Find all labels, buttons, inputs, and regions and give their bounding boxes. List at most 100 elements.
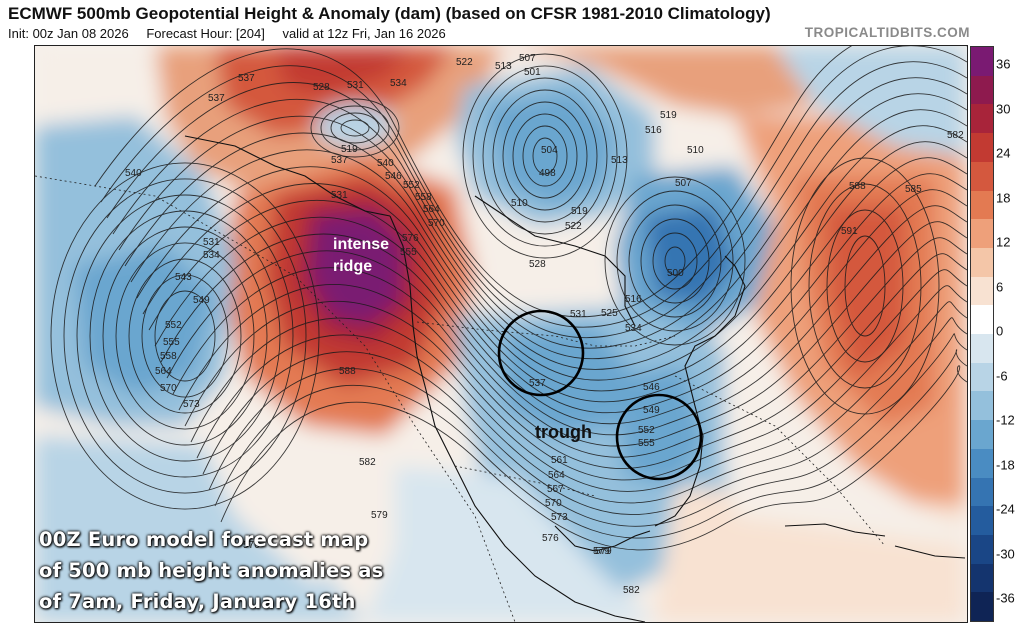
contour-label: 564: [423, 204, 440, 215]
contour-label: 500: [667, 268, 684, 279]
contour-label: 552: [165, 320, 182, 331]
colorbar-swatch: [971, 391, 993, 421]
contour-label: 573: [183, 399, 200, 410]
contour-label: 537: [529, 378, 546, 389]
colorbar-tick-label: -24: [996, 501, 1015, 517]
contour-label: 567: [547, 484, 564, 495]
contour-label: 504: [541, 145, 558, 156]
contour-label: 564: [548, 470, 565, 481]
colorbar-swatch: [971, 448, 993, 478]
contour-label: 579: [371, 510, 388, 521]
caption-line3: of 7am, Friday, January 16th: [39, 590, 356, 613]
contour-label: 570: [428, 218, 445, 229]
colorbar-tick-label: 36: [996, 56, 1011, 72]
anomaly-colorbar: [970, 46, 994, 622]
anomaly-map: 537 537 528 531 534 519 522 513 507 501 516 519 510 5…: [34, 45, 968, 623]
contour-label: 570: [160, 383, 177, 394]
contour-label: 546: [385, 171, 402, 182]
contour-label: 522: [456, 57, 473, 68]
contour-label: 564: [155, 366, 172, 377]
contour-label: 579: [593, 546, 610, 557]
caption-line2: of 500 mb height anomalies as: [39, 559, 384, 582]
site-brand: TROPICALTIDBITS.COM: [804, 25, 970, 40]
contour-label: 573: [551, 512, 568, 523]
contour-label: 552: [638, 425, 655, 436]
contour-label: 540: [377, 158, 394, 169]
contour-label: 555: [400, 247, 417, 258]
contour-label: 582: [947, 130, 964, 141]
colorbar-swatch: [971, 104, 993, 134]
colorbar-swatch: [971, 276, 993, 306]
colorbar-swatch: [971, 534, 993, 564]
contour-label: 531: [570, 309, 587, 320]
colorbar-tick-labels: 36 30 24 18 12 6 0 -6 -12 -18 -24 -30 -36: [996, 46, 1024, 620]
contour-label: 585: [905, 184, 922, 195]
forecast-hour: Forecast Hour: [204]: [146, 26, 265, 41]
contour-label: 558: [415, 192, 432, 203]
caption-line1: 00Z Euro model forecast map: [39, 528, 369, 551]
map-canvas: 537 537 528 531 534 519 522 513 507 501 516 519 510 5…: [35, 46, 967, 622]
contour-label: 588: [339, 366, 356, 377]
ridge-label-line2: ridge: [333, 258, 373, 275]
colorbar-swatch: [971, 563, 993, 593]
colorbar-tick-label: -36: [996, 590, 1015, 606]
contour-label: 507: [675, 178, 692, 189]
contour-label: 549: [193, 295, 210, 306]
contour-label: 558: [160, 351, 177, 362]
contour-label: 528: [313, 82, 330, 93]
colorbar-tick-label: 24: [996, 145, 1011, 161]
contour-label: 588: [849, 181, 866, 192]
contour-label: 513: [611, 155, 628, 166]
colorbar-swatch: [971, 420, 993, 449]
init-time: Init: 00z Jan 08 2026: [8, 26, 129, 41]
contour-label: 534: [203, 250, 220, 261]
colorbar-swatch: [971, 161, 993, 191]
contour-label: 576: [243, 540, 260, 551]
colorbar-tick-label: 12: [996, 234, 1011, 250]
colorbar-swatch: [971, 477, 993, 507]
contour-label: 576: [402, 233, 419, 244]
contour-label: 498: [539, 168, 556, 179]
contour-label: 534: [625, 323, 642, 334]
coastlines: [184, 135, 966, 622]
trough-label: trough: [535, 422, 592, 442]
colorbar-tick-label: 6: [996, 279, 1004, 294]
contour-label: 522: [565, 221, 582, 232]
contour-label: 519: [341, 144, 358, 155]
contour-label: 531: [331, 190, 348, 201]
colorbar-tick-label: 18: [996, 190, 1011, 205]
contour-label: 549: [643, 405, 660, 416]
colorbar-swatch: [971, 190, 993, 220]
colorbar-swatch: [971, 334, 993, 363]
contour-label: 540: [125, 168, 142, 179]
contour-label: 513: [495, 61, 512, 72]
colorbar-swatch: [971, 506, 993, 535]
contour-label: 546: [643, 382, 660, 393]
contour-label: 555: [163, 337, 180, 348]
chart-subtitle: Init: 00z Jan 08 2026 Forecast Hour: [20…: [8, 26, 460, 41]
colorbar-tick-label: -6: [996, 368, 1008, 383]
contour-labels: 537 537 528 531 534 519 522 513 507 501 516 519 510 5…: [125, 53, 964, 596]
contour-label: 501: [524, 67, 541, 78]
contour-label: 510: [511, 198, 528, 209]
contour-label: 507: [519, 53, 536, 64]
contour-label: 537: [208, 93, 225, 104]
trough-circle-east: [615, 393, 703, 481]
contour-label: 525: [601, 308, 618, 319]
contour-label: 510: [687, 145, 704, 156]
contour-label: 528: [529, 259, 546, 270]
contour-label: 582: [623, 585, 640, 596]
contour-label: 516: [625, 294, 642, 305]
contour-label: 519: [571, 206, 588, 217]
colorbar-swatch: [971, 592, 993, 621]
ridge-label: intense ridge: [333, 234, 389, 278]
contour-label: 579: [595, 546, 612, 557]
contour-label: 591: [841, 226, 858, 237]
contour-label: 531: [203, 237, 220, 248]
colorbar-tick-label: -30: [996, 546, 1015, 561]
contour-label: 576: [542, 533, 559, 544]
map-caption: 00Z Euro model forecast map of 500 mb he…: [39, 524, 399, 617]
colorbar-tick-label: -18: [996, 457, 1015, 472]
colorbar-tick-label: 30: [996, 101, 1011, 116]
contour-label: 519: [660, 110, 677, 121]
